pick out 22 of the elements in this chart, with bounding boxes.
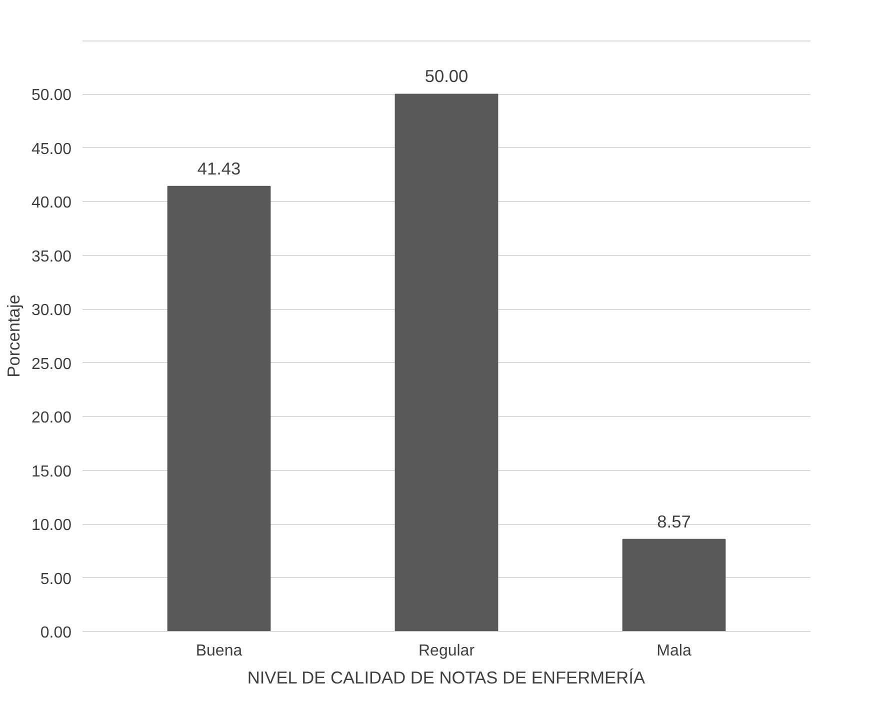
data-label: 8.57 bbox=[657, 511, 691, 532]
y-tick-label: 0.00 bbox=[40, 624, 72, 642]
x-tick-label: Buena bbox=[196, 642, 242, 660]
y-tick-label: 10.00 bbox=[31, 517, 72, 534]
x-tick-label: Regular bbox=[418, 642, 476, 660]
x-tick-label: Mala bbox=[656, 642, 692, 660]
bar bbox=[394, 94, 498, 632]
y-tick-label: 5.00 bbox=[40, 570, 72, 588]
y-tick-label: 50.00 bbox=[31, 87, 72, 104]
y-tick-label: 15.00 bbox=[31, 463, 72, 480]
y-axis-title: Porcentaje bbox=[3, 294, 24, 378]
bar bbox=[167, 186, 271, 632]
y-tick-label: 35.00 bbox=[31, 248, 72, 266]
data-label: 50.00 bbox=[424, 66, 468, 86]
y-tick-label: 45.00 bbox=[31, 140, 72, 158]
y-tick-label: 40.00 bbox=[31, 194, 72, 212]
y-tick-label: 25.00 bbox=[31, 356, 72, 373]
bar bbox=[622, 538, 726, 632]
x-axis-title: NIVEL DE CALIDAD DE NOTAS DE ENFERMERÍA bbox=[247, 668, 646, 688]
y-tick-label: 20.00 bbox=[31, 410, 72, 427]
y-tick-label: 30.00 bbox=[31, 302, 72, 320]
data-label: 41.43 bbox=[197, 158, 241, 178]
